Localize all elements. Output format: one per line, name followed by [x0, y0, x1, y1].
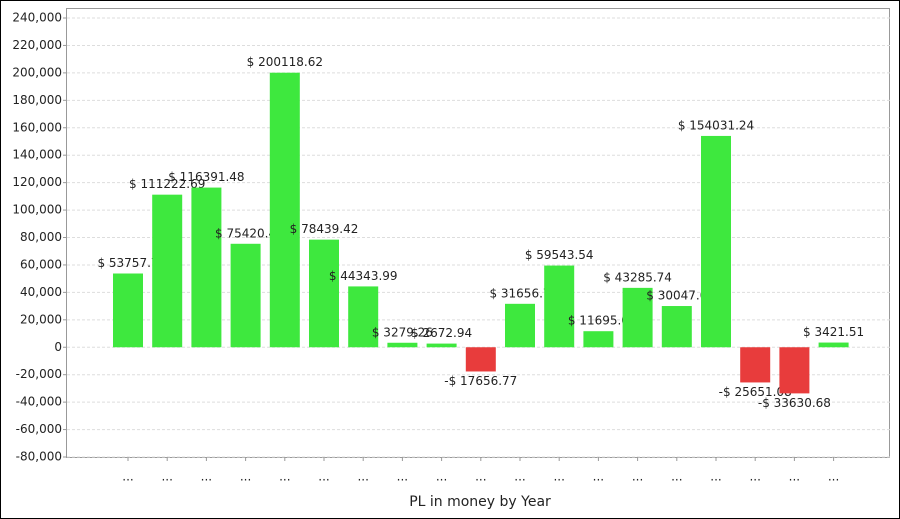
y-tick-label: -40,000 [16, 395, 62, 409]
bar [465, 347, 496, 372]
y-tick-label: 100,000 [12, 203, 62, 217]
bar [152, 194, 183, 348]
data-label: $ 2672.94 [411, 326, 472, 340]
bar [113, 273, 143, 348]
x-tick-label: ... [828, 470, 839, 484]
x-tick-label: ... [789, 470, 800, 484]
data-label: -$ 33630.68 [758, 396, 831, 410]
y-tick-label: 200,000 [12, 65, 62, 79]
y-tick-label: 160,000 [12, 120, 62, 134]
y-tick-label: -20,000 [16, 367, 62, 381]
data-label: $ 30047.0 [646, 289, 707, 303]
bar [348, 286, 379, 348]
data-label: $ 44343.99 [329, 269, 398, 283]
x-tick-label: ... [671, 470, 682, 484]
data-label: $ 75420.4 [215, 226, 276, 240]
x-tick-label: ... [710, 470, 721, 484]
data-label: $ 200118.62 [247, 55, 323, 69]
data-label: $ 111222.69 [129, 177, 205, 191]
bar [622, 287, 653, 348]
data-label: $ 11695.0 [568, 314, 629, 328]
bar [230, 243, 261, 348]
x-tick-label: ... [279, 470, 290, 484]
y-tick-label: -60,000 [16, 422, 62, 436]
x-tick-label: ... [318, 470, 329, 484]
x-tick-label: ... [122, 470, 133, 484]
x-tick-label: ... [240, 470, 251, 484]
y-tick-label: 220,000 [12, 38, 62, 52]
data-label: $ 116391.48 [168, 170, 244, 184]
bar [269, 72, 300, 348]
data-label: $ 31656.7 [489, 286, 550, 300]
data-label: -$ 25651.08 [719, 385, 792, 399]
y-tick-label: 180,000 [12, 93, 62, 107]
x-tick-label: ... [632, 470, 643, 484]
data-label: $ 78439.42 [290, 222, 359, 236]
bar [779, 347, 810, 394]
x-tick-label: ... [514, 470, 525, 484]
y-tick-label: -80,000 [16, 450, 62, 464]
x-axis-title: PL in money by Year [409, 494, 551, 510]
bar [191, 187, 222, 348]
x-tick-label: ... [161, 470, 172, 484]
y-tick-label: 120,000 [12, 175, 62, 189]
x-tick-label: ... [553, 470, 564, 484]
data-label: $ 43285.74 [603, 270, 672, 284]
x-tick-label: ... [593, 470, 604, 484]
bar [818, 342, 849, 348]
x-tick-label: ... [357, 470, 368, 484]
bar [544, 265, 575, 348]
x-tick-label: ... [475, 470, 486, 484]
y-tick-label: 240,000 [12, 11, 62, 25]
bar [661, 306, 692, 348]
y-tick-label: 80,000 [20, 230, 62, 244]
bar [309, 239, 339, 348]
x-tick-label: ... [201, 470, 212, 484]
y-tick-label: 0 [54, 340, 62, 354]
x-tick-label: ... [749, 470, 760, 484]
y-tick-label: 140,000 [12, 148, 62, 162]
bar [426, 343, 457, 348]
data-label: $ 59543.54 [525, 248, 594, 262]
data-label: $ 3279.26 [372, 325, 433, 339]
bar [505, 303, 535, 348]
bar [387, 342, 418, 348]
data-label: $ 154031.24 [678, 118, 754, 132]
data-label: $ 53757.7 [97, 256, 158, 270]
data-label: -$ 17656.77 [444, 374, 517, 388]
y-tick-label: 60,000 [20, 257, 62, 271]
x-tick-label: ... [436, 470, 447, 484]
bar [740, 347, 771, 383]
bar [583, 331, 614, 348]
data-label: $ 3421.51 [803, 325, 864, 339]
y-tick-label: 40,000 [20, 285, 62, 299]
x-tick-label: ... [397, 470, 408, 484]
bar [701, 135, 731, 348]
y-tick-label: 20,000 [20, 312, 62, 326]
